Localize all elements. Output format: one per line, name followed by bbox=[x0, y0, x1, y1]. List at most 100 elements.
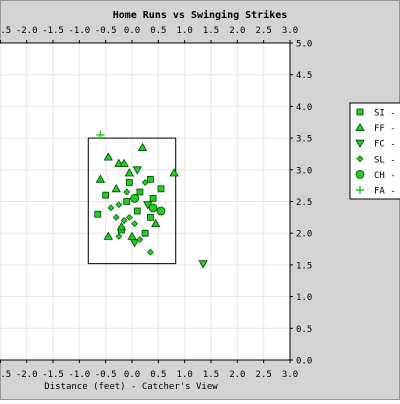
x-tick-label-bottom: 1.5 bbox=[203, 370, 219, 380]
chart-title: Home Runs vs Swinging Strikes bbox=[113, 9, 288, 21]
data-point-ff bbox=[151, 218, 161, 228]
legend-item-ch: CH - bbox=[355, 169, 396, 181]
legend-box bbox=[349, 102, 400, 200]
data-point-si bbox=[147, 213, 154, 221]
legend-item-fc: FC - bbox=[355, 139, 396, 150]
legend-label-sl: SL - bbox=[374, 155, 396, 165]
x-tick-label-bottom: 1.0 bbox=[177, 370, 193, 380]
x-tick-label-top: -2.5 bbox=[0, 26, 11, 36]
data-point-fc bbox=[129, 239, 140, 248]
data-point-si bbox=[136, 188, 144, 196]
y-tick-label-right: 0.5 bbox=[296, 325, 312, 335]
data-point-ff bbox=[95, 174, 106, 183]
legend-marker-fa bbox=[356, 186, 364, 194]
data-point-sl bbox=[120, 217, 128, 224]
y-tick-label-right: 3.0 bbox=[296, 166, 312, 176]
x-tick-label-top: 3.0 bbox=[282, 26, 298, 36]
data-point-ff bbox=[119, 158, 129, 167]
y-tick-label-right: 2.0 bbox=[296, 230, 312, 240]
data-point-si bbox=[94, 210, 102, 218]
data-point-sl bbox=[141, 179, 149, 186]
legend-item-sl: SL - bbox=[356, 155, 396, 165]
data-point-ff bbox=[103, 231, 113, 240]
legend: SI - FF - FC - SL - CH - FA - bbox=[349, 102, 400, 200]
data-point-sl bbox=[147, 248, 154, 256]
data-point-ff bbox=[137, 142, 148, 152]
x-tick-label-top: 2.5 bbox=[256, 26, 272, 36]
legend-marker-ch bbox=[355, 169, 365, 179]
y-tick-label-right: 5.0 bbox=[296, 40, 312, 50]
data-point-ff bbox=[169, 168, 179, 177]
x-tick-label-bottom: -2.0 bbox=[16, 370, 38, 380]
x-tick-label-top: 1.0 bbox=[177, 26, 193, 36]
y-tick-label-right: 2.5 bbox=[296, 198, 312, 208]
data-point-sl bbox=[125, 213, 133, 221]
data-point-si bbox=[141, 229, 149, 237]
legend-label-fc: FC - bbox=[374, 140, 396, 150]
data-point-ff bbox=[116, 222, 127, 231]
data-point-ff bbox=[124, 168, 135, 177]
x-tick-label-bottom: 0.5 bbox=[150, 370, 166, 380]
data-point-fa bbox=[96, 130, 105, 139]
legend-marker-sl bbox=[356, 155, 364, 163]
data-point-si bbox=[102, 191, 110, 199]
data-point-si bbox=[157, 185, 165, 193]
data-point-sl bbox=[107, 204, 115, 212]
legend-label-ff: FF - bbox=[374, 124, 396, 134]
legend-item-fa: FA - bbox=[356, 186, 396, 197]
x-tick-label-top: 2.0 bbox=[229, 26, 245, 36]
legend-marker-si bbox=[356, 108, 364, 116]
x-axis-label: Distance (feet) - Catcher's View bbox=[44, 382, 218, 392]
axis-ticks: -3.0-3.0-2.5-2.5-2.0-2.0-1.5-1.5-1.0-1.0… bbox=[0, 26, 312, 380]
data-point-ch bbox=[130, 193, 140, 203]
x-tick-label-top: -0.5 bbox=[95, 26, 117, 36]
x-tick-label-bottom: -1.0 bbox=[68, 370, 90, 380]
data-point-sl bbox=[115, 232, 123, 240]
data-point-si bbox=[123, 198, 131, 205]
legend-item-si: SI - bbox=[356, 108, 396, 119]
data-point-sl bbox=[131, 220, 139, 228]
data-point-sl bbox=[115, 201, 123, 209]
legend-marker-fc bbox=[355, 139, 365, 149]
strike-zone-box bbox=[87, 137, 177, 265]
x-tick-label-top: 0.0 bbox=[124, 26, 140, 36]
data-point-sl bbox=[123, 188, 131, 196]
x-tick-label-top: -2.0 bbox=[16, 26, 38, 36]
x-tick-label-bottom: 2.5 bbox=[256, 370, 272, 380]
x-tick-label-bottom: -2.5 bbox=[0, 370, 11, 380]
legend-item-ff: FF - bbox=[355, 122, 396, 134]
x-tick-label-bottom: -1.5 bbox=[42, 370, 64, 380]
legend-label-si: SI - bbox=[374, 109, 396, 119]
data-point-ff bbox=[111, 184, 121, 193]
data-point-fc bbox=[132, 166, 142, 175]
y-tick-label-right: 4.5 bbox=[296, 71, 312, 81]
x-tick-label-top: -1.5 bbox=[42, 26, 64, 36]
data-point-si bbox=[149, 194, 157, 202]
data-point-ch bbox=[156, 206, 166, 216]
grid-lines bbox=[0, 42, 291, 361]
data-points bbox=[94, 130, 208, 269]
data-point-sl bbox=[136, 236, 144, 243]
x-tick-label-bottom: 0.0 bbox=[124, 370, 140, 380]
x-tick-label-bottom: 3.0 bbox=[282, 370, 298, 380]
data-point-si bbox=[133, 207, 141, 215]
x-tick-label-top: 0.5 bbox=[150, 26, 166, 36]
y-tick-label-right: 1.0 bbox=[296, 293, 312, 303]
y-tick-label-right: 4.0 bbox=[296, 103, 312, 113]
y-tick-label-right: 1.5 bbox=[296, 261, 312, 271]
legend-label-ch: CH - bbox=[374, 171, 396, 181]
x-tick-label-top: 1.5 bbox=[203, 26, 219, 36]
y-tick-label-right: 3.5 bbox=[296, 135, 312, 145]
y-tick-label-right: 0.0 bbox=[296, 357, 312, 367]
data-point-si bbox=[125, 179, 133, 186]
x-tick-label-bottom: -0.5 bbox=[95, 370, 117, 380]
data-point-ff bbox=[103, 152, 113, 161]
legend-label-fa: FA - bbox=[374, 187, 396, 197]
data-point-si bbox=[147, 175, 154, 183]
x-tick-label-top: -1.0 bbox=[68, 26, 90, 36]
data-point-fc bbox=[198, 260, 208, 269]
data-point-ch bbox=[148, 203, 158, 213]
x-tick-label-bottom: 2.0 bbox=[229, 370, 245, 380]
